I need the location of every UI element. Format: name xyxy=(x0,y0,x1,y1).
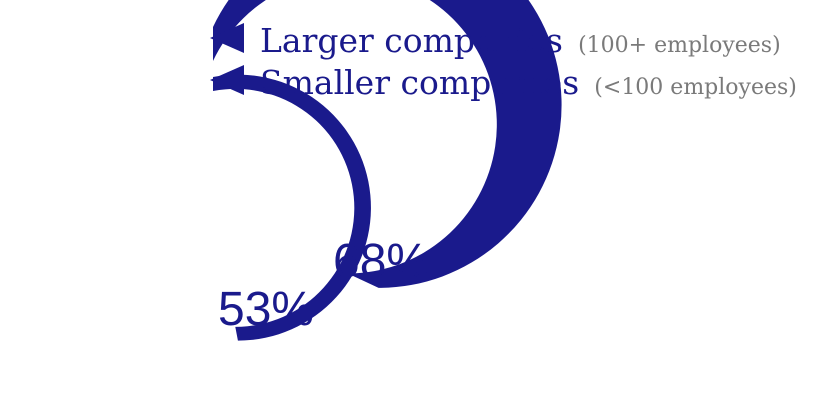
value-label-smaller-companies: 53% xyxy=(218,283,314,336)
legend-marker-smaller-companies xyxy=(210,65,244,95)
legend-marker-larger-companies xyxy=(210,23,244,53)
legend-label-smaller-companies: Smaller companies (<100 employees) xyxy=(260,63,797,102)
legend-label-larger-companies: Larger companies (100+ employees) xyxy=(260,21,781,60)
ring-larger-companies xyxy=(213,0,562,288)
value-label-larger-companies: 68% xyxy=(333,235,429,288)
